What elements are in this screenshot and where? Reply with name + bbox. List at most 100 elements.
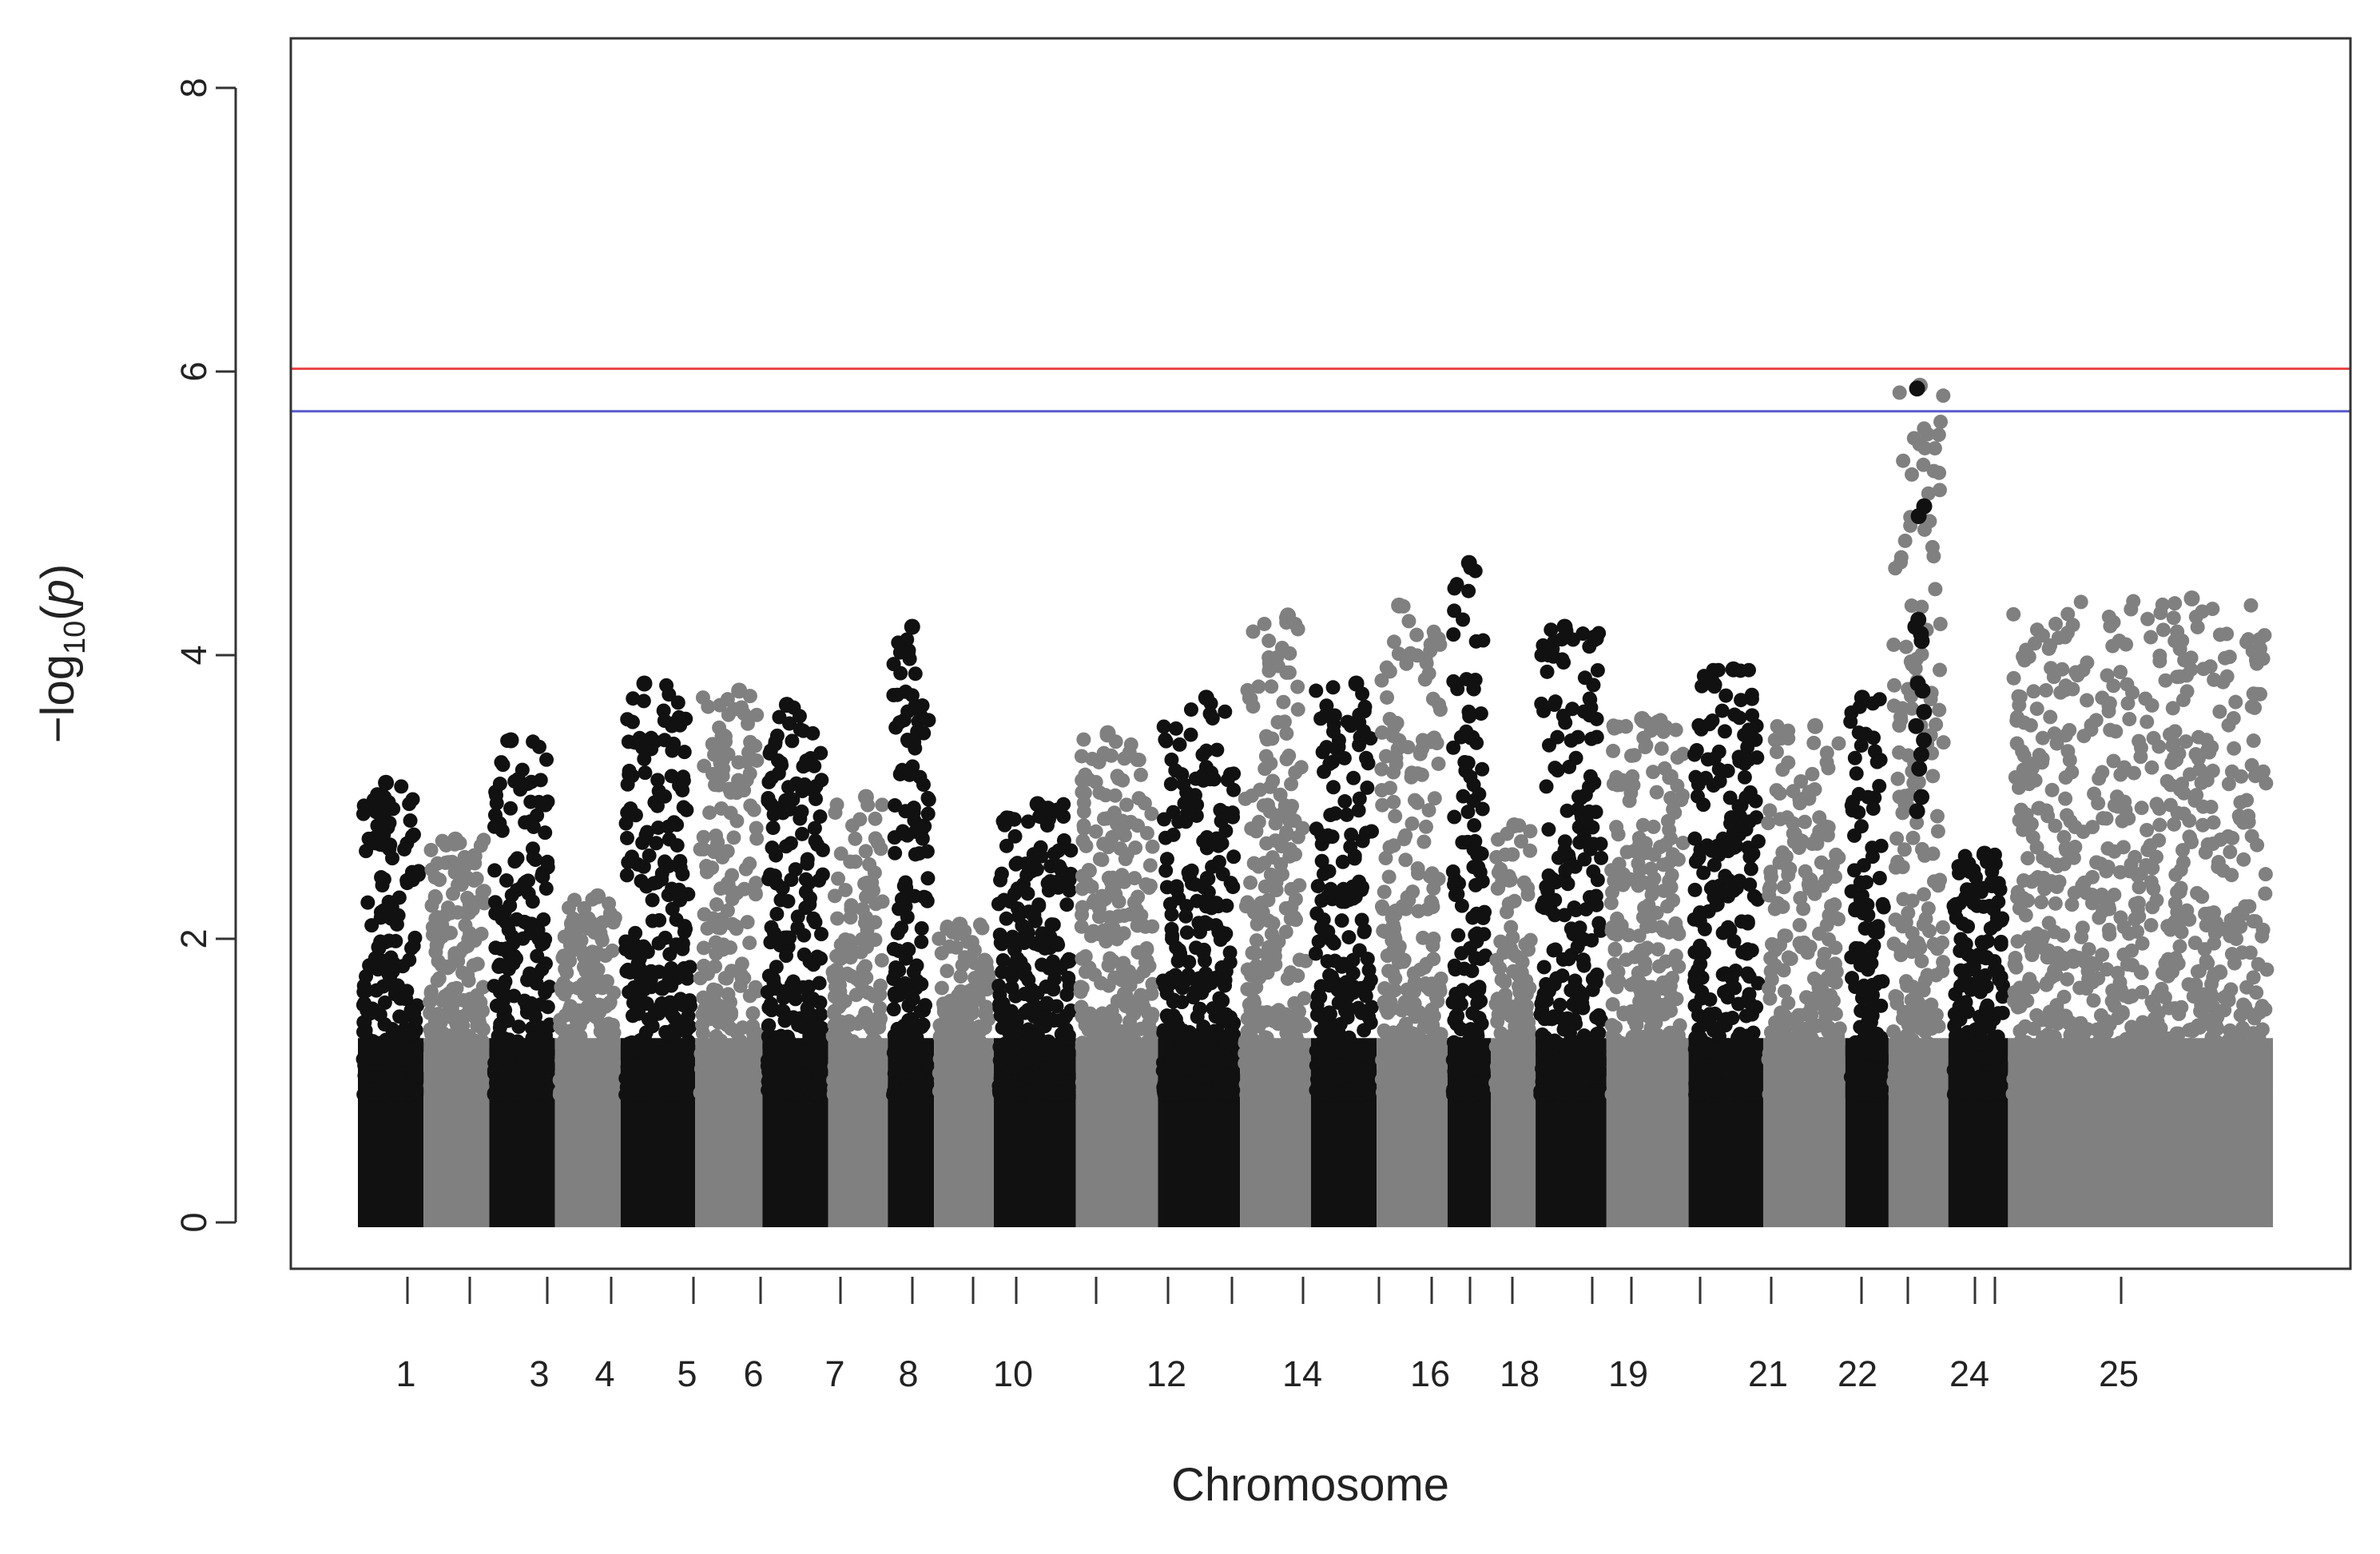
snp-point bbox=[618, 816, 634, 831]
snp-point bbox=[391, 1038, 406, 1053]
snp-point bbox=[399, 984, 415, 999]
snp-point bbox=[1445, 864, 1460, 879]
snp-point bbox=[872, 1000, 888, 1015]
snp-point bbox=[1142, 1079, 1157, 1095]
snp-point bbox=[467, 1039, 482, 1055]
snp-point bbox=[805, 992, 820, 1007]
snp-point bbox=[1490, 1014, 1505, 1029]
snp-point bbox=[814, 773, 829, 788]
snp-point bbox=[572, 920, 587, 935]
snp-point bbox=[511, 1019, 526, 1035]
snp-point bbox=[1183, 727, 1198, 742]
snp-point bbox=[1462, 1038, 1477, 1053]
snp-point bbox=[673, 1067, 689, 1083]
snp-point bbox=[1296, 1051, 1311, 1066]
snp-point bbox=[1309, 683, 1324, 698]
snp-point bbox=[1345, 952, 1361, 968]
snp-point bbox=[1251, 966, 1266, 981]
snp-point bbox=[675, 867, 690, 882]
snp-point bbox=[1262, 634, 1277, 649]
snp-point bbox=[1261, 940, 1276, 955]
snp-point bbox=[528, 853, 543, 868]
snp-point bbox=[463, 992, 478, 1007]
snp-point bbox=[901, 1078, 916, 1093]
snp-point bbox=[1431, 1087, 1446, 1103]
snp-point bbox=[896, 825, 911, 841]
snp-point bbox=[679, 802, 694, 817]
snp-point bbox=[860, 875, 875, 890]
snp-point bbox=[383, 911, 399, 926]
snp-point bbox=[1010, 951, 1025, 966]
snp-point bbox=[487, 895, 503, 910]
snp-point bbox=[907, 888, 922, 904]
snp-point bbox=[443, 905, 459, 920]
snp-point bbox=[1258, 749, 1273, 764]
snp-point bbox=[1191, 1066, 1206, 1081]
snp-point bbox=[1334, 913, 1349, 928]
snp-point bbox=[1037, 1019, 1052, 1034]
snp-point bbox=[790, 909, 805, 924]
snp-point bbox=[1249, 980, 1264, 995]
snp-point bbox=[1024, 864, 1039, 879]
snp-point bbox=[813, 1007, 828, 1022]
snp-point bbox=[1107, 788, 1122, 803]
snp-point bbox=[1460, 755, 1476, 770]
snp-point bbox=[1032, 847, 1047, 862]
snp-point bbox=[1421, 803, 1436, 818]
snp-point bbox=[373, 1071, 388, 1086]
snp-point bbox=[1020, 886, 1035, 901]
snp-point bbox=[618, 1087, 634, 1103]
snp-point bbox=[1310, 879, 1325, 894]
snp-point bbox=[661, 976, 676, 992]
snp-point bbox=[915, 818, 930, 833]
snp-point bbox=[503, 898, 518, 913]
snp-point bbox=[746, 1029, 761, 1044]
snp-point bbox=[422, 994, 437, 1009]
snp-point bbox=[794, 804, 809, 819]
snp-point bbox=[1172, 737, 1187, 752]
snp-point bbox=[1546, 1009, 1561, 1024]
snp-point bbox=[1460, 805, 1476, 820]
snp-point bbox=[703, 1011, 718, 1027]
snp-point bbox=[1472, 982, 1487, 997]
snp-point bbox=[494, 1077, 509, 1092]
top-snp-point bbox=[952, 916, 968, 933]
snp-point bbox=[1357, 699, 1373, 714]
snp-point bbox=[1447, 958, 1462, 973]
snp-point bbox=[1475, 761, 1490, 777]
snp-point bbox=[1038, 934, 1053, 949]
snp-point bbox=[1456, 612, 1471, 627]
snp-point bbox=[1214, 813, 1229, 829]
snp-point bbox=[813, 745, 828, 761]
snp-point bbox=[1073, 980, 1088, 995]
snp-point bbox=[525, 841, 540, 856]
snp-point bbox=[1431, 756, 1446, 771]
snp-point bbox=[383, 950, 399, 965]
snp-point bbox=[830, 911, 845, 926]
snp-point bbox=[1053, 1086, 1068, 1101]
snp-point bbox=[628, 808, 643, 823]
snp-point bbox=[1205, 711, 1220, 726]
snp-point bbox=[673, 853, 688, 868]
snp-point bbox=[1523, 824, 1538, 839]
snp-point bbox=[1398, 901, 1413, 916]
snp-point bbox=[1168, 721, 1183, 736]
snp-point bbox=[619, 830, 634, 845]
snp-point bbox=[1210, 1047, 1225, 1063]
snp-point bbox=[405, 1058, 420, 1073]
snp-point bbox=[673, 992, 688, 1007]
snp-point bbox=[1541, 868, 1556, 883]
snp-point bbox=[531, 1043, 546, 1059]
snp-point bbox=[1249, 933, 1264, 948]
snp-point bbox=[848, 831, 863, 846]
snp-point bbox=[946, 1061, 961, 1076]
snp-point bbox=[1262, 1048, 1277, 1063]
snp-point bbox=[801, 1008, 817, 1023]
snp-point bbox=[1059, 954, 1075, 969]
snp-point bbox=[696, 841, 711, 856]
snp-point bbox=[858, 959, 873, 974]
snp-point bbox=[1325, 829, 1340, 845]
snp-point bbox=[397, 841, 412, 856]
snp-point bbox=[1243, 875, 1258, 890]
